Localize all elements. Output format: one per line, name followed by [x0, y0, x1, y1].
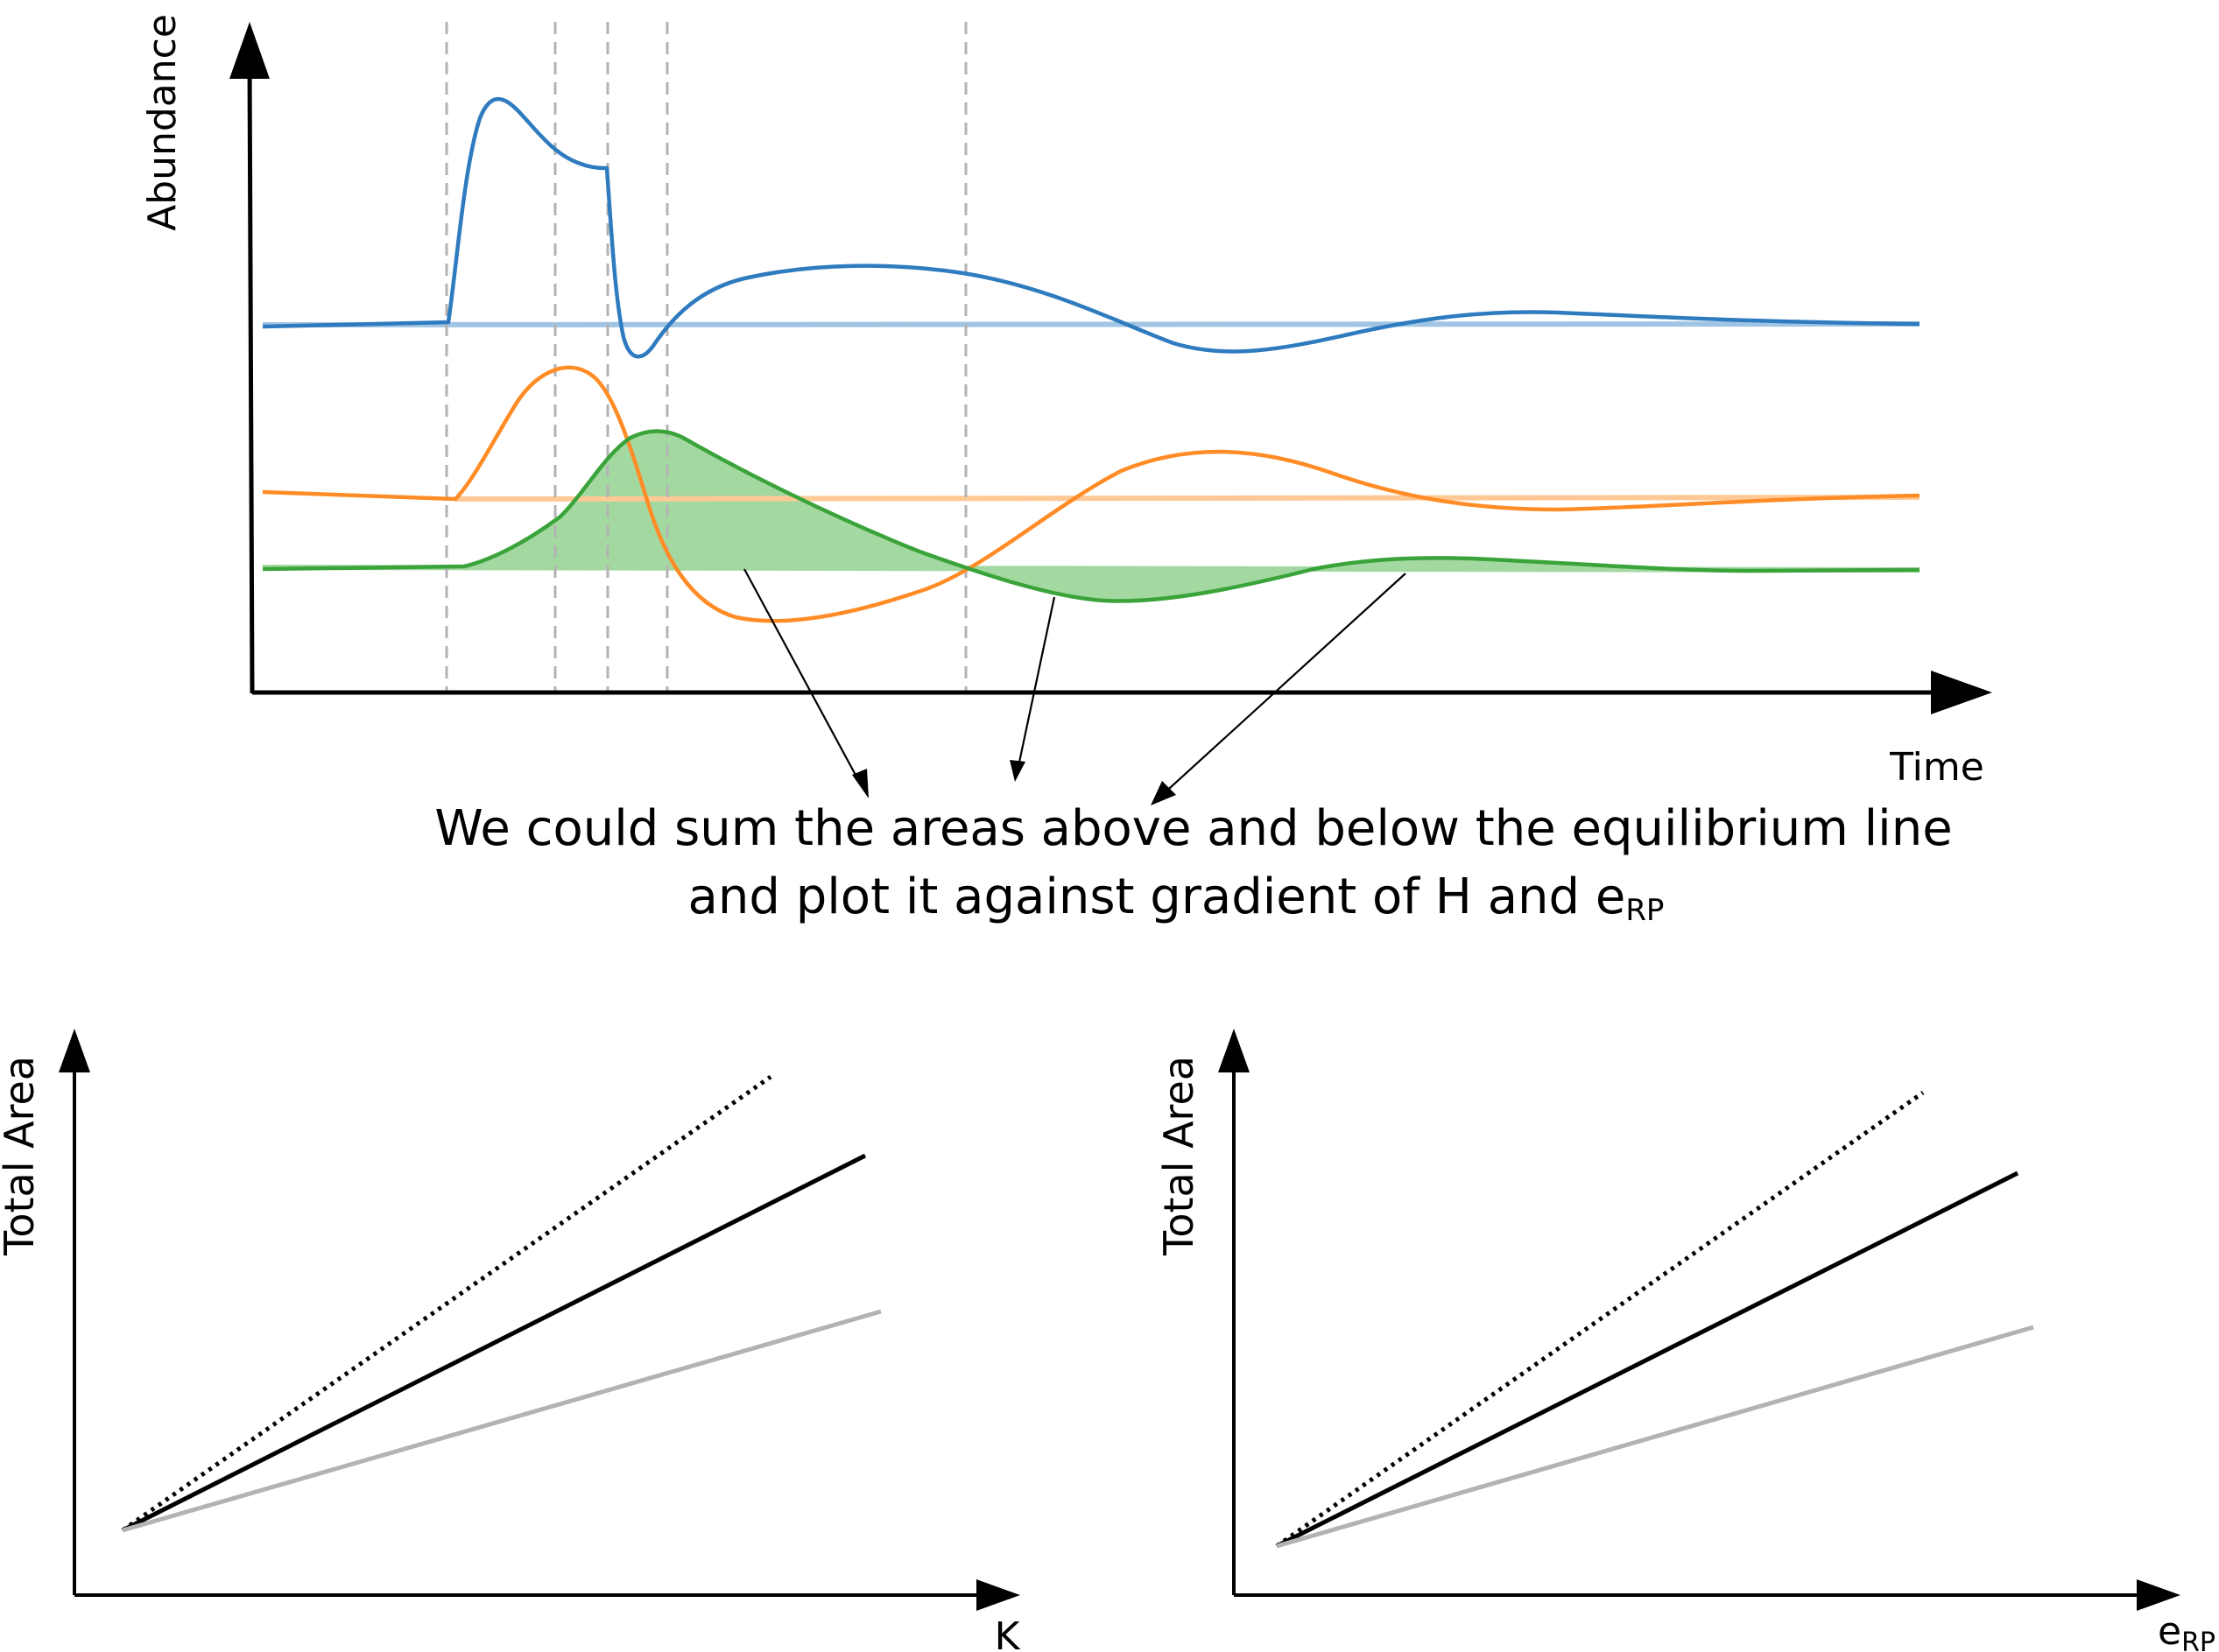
blue-curve: [262, 96, 1920, 359]
br-dotted-line: [1275, 1090, 1925, 1549]
orange-curve: [262, 365, 1920, 623]
br-y-axis-label: Total Area: [1155, 1056, 1202, 1256]
br-y-axis-arrowhead: [1218, 1029, 1250, 1072]
bottom-right-plot: Total Area eRP: [1155, 1029, 2215, 1652]
bl-gray-line: [122, 1309, 882, 1533]
br-x-axis-arrowhead: [2137, 1579, 2180, 1611]
annotation-text: We could sum the areas above and below t…: [434, 800, 1952, 928]
annotation-arrow-1: [743, 568, 863, 789]
bl-x-axis-arrowhead: [976, 1579, 1020, 1611]
br-solid-line: [1275, 1170, 2019, 1549]
top-y-axis-arrowhead: [229, 22, 270, 79]
green-curve: [262, 429, 1920, 603]
annotation-arrow-3-head: [1151, 781, 1176, 805]
bl-y-axis-arrowhead: [59, 1029, 90, 1072]
top-x-axis-label: Time: [1889, 745, 1984, 790]
bl-y-axis-label: Total Area: [0, 1056, 43, 1256]
annotation-arrow-2: [1016, 596, 1056, 771]
blue-equilibrium-line: [262, 321, 1920, 327]
annotation-arrow-3: [1159, 573, 1406, 798]
bottom-left-plot: Total Area K: [0, 1029, 1021, 1652]
annotation-arrow-2-head: [1010, 760, 1025, 782]
annotation-arrow-1-head: [852, 769, 869, 798]
annotation-line-2: and plot it against gradient of H and eR…: [688, 868, 1665, 928]
annotation-line-1: We could sum the areas above and below t…: [434, 800, 1952, 857]
top-y-axis-label: Abundance: [140, 14, 185, 231]
bl-x-axis-label: K: [995, 1614, 1021, 1652]
top-plot: Abundance Time: [140, 14, 1992, 805]
orange-equilibrium-line: [454, 495, 1920, 502]
top-x-axis-arrowhead: [1931, 671, 1992, 714]
br-x-axis-label: eRP: [2158, 1609, 2215, 1652]
bl-dotted-line: [121, 1074, 772, 1533]
top-y-axis: [247, 60, 255, 694]
bl-solid-line: [121, 1153, 867, 1533]
br-gray-line: [1276, 1325, 2034, 1549]
